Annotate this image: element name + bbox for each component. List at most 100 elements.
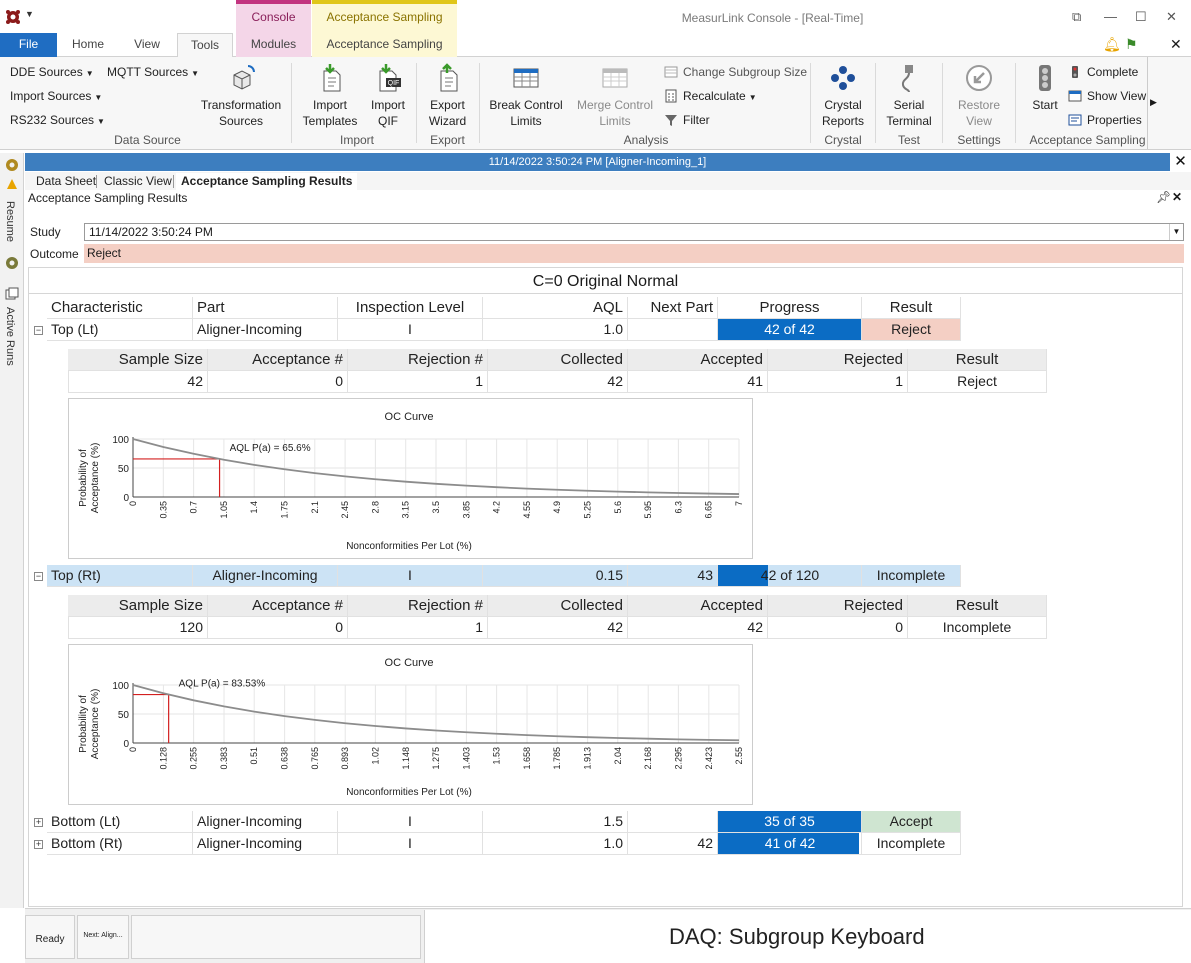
serial-terminal-button[interactable]: Serial Terminal xyxy=(880,63,938,129)
ribbon: DDE Sources ▼ MQTT Sources ▼ Import Source… xyxy=(0,57,1191,150)
close-button[interactable]: ✕ xyxy=(1166,9,1177,24)
import-qif-label-2: QIF xyxy=(378,114,398,128)
row-characteristic-top-lt[interactable]: Top (Lt) xyxy=(47,319,193,341)
tab-home[interactable]: Home xyxy=(71,37,104,51)
crystal-reports-button[interactable]: Crystal Reports xyxy=(816,63,870,129)
row-level[interactable]: I xyxy=(338,319,483,341)
tab-tools[interactable]: Tools xyxy=(177,33,233,58)
merge-control-limits-button[interactable]: Merge Control Limits xyxy=(572,63,658,129)
mqtt-sources-button[interactable]: MQTT Sources ▼ xyxy=(107,65,199,79)
header-next-part[interactable]: Next Part xyxy=(628,297,718,319)
restore-view-button[interactable]: Restore View xyxy=(948,63,1010,129)
document-close-icon[interactable]: ✕ xyxy=(1174,153,1187,170)
ribbon-close-icon[interactable]: ✕ xyxy=(1170,36,1182,52)
row-progress-bar[interactable]: 35 of 35 xyxy=(718,811,862,833)
row-characteristic-bottom-lt[interactable]: Bottom (Lt) xyxy=(47,811,193,833)
app-gear-icon[interactable] xyxy=(5,9,21,25)
panel-close-icon[interactable]: ✕ xyxy=(1172,190,1183,204)
tab-view[interactable]: View xyxy=(134,37,160,51)
dropdown-caret-icon: ▼ xyxy=(97,117,105,126)
row-result-badge[interactable]: Incomplete xyxy=(862,565,961,587)
rs232-sources-button[interactable]: RS232 Sources ▼ xyxy=(10,113,105,127)
import-qif-icon: QIF xyxy=(379,64,401,92)
row-result-badge[interactable]: Incomplete xyxy=(862,833,961,855)
active-runs-icon[interactable] xyxy=(5,287,19,301)
row-aql[interactable]: 1.5 xyxy=(483,811,628,833)
row-progress-bar[interactable]: 42 of 120 xyxy=(718,565,862,587)
row-characteristic-top-rt[interactable]: Top (Rt) xyxy=(47,565,193,587)
row-part[interactable]: Aligner-Incoming xyxy=(193,811,338,833)
x-tick-label: 0.638 xyxy=(280,747,290,770)
header-characteristic[interactable]: Characteristic xyxy=(47,297,193,319)
row-part[interactable]: Aligner-Incoming xyxy=(193,833,338,855)
minimize-button[interactable]: — xyxy=(1104,9,1117,24)
ribbon-scroll-right-icon[interactable]: ▶ xyxy=(1147,57,1159,149)
header-result[interactable]: Result xyxy=(862,297,961,319)
complete-button[interactable]: Complete xyxy=(1068,65,1138,79)
row-result-badge[interactable]: Accept xyxy=(862,811,961,833)
quick-access-dropdown-icon[interactable]: ▼ xyxy=(25,9,34,19)
resume-tab[interactable]: Resume xyxy=(4,201,16,242)
restore-view-icon xyxy=(966,65,992,91)
import-sources-button[interactable]: Import Sources ▼ xyxy=(10,89,102,103)
resume-icon[interactable] xyxy=(5,177,19,191)
dde-sources-button[interactable]: DDE Sources ▼ xyxy=(10,65,94,79)
collapse-toggle-top-lt[interactable]: − xyxy=(34,325,43,335)
study-select[interactable]: 11/14/2022 3:50:24 PM ▼ xyxy=(84,223,1184,241)
active-runs-tab[interactable]: Active Runs xyxy=(4,307,16,366)
start-button[interactable]: Start xyxy=(1025,63,1065,113)
row-level[interactable]: I xyxy=(338,833,483,855)
row-level[interactable]: I xyxy=(338,811,483,833)
row-characteristic-bottom-rt[interactable]: Bottom (Rt) xyxy=(47,833,193,855)
tab-file[interactable]: File xyxy=(0,33,57,57)
flag-icon[interactable]: ⚑ xyxy=(1125,36,1138,52)
chevron-down-icon[interactable]: ▼ xyxy=(1169,224,1183,240)
row-next-part[interactable]: 43 xyxy=(628,565,718,587)
maximize-button[interactable]: ☐ xyxy=(1135,9,1147,24)
collapse-toggle-top-rt[interactable]: − xyxy=(34,571,43,581)
gear-icon[interactable] xyxy=(4,157,20,173)
tab-modules[interactable]: Modules xyxy=(236,33,311,57)
bell-icon[interactable]: 🔔︎ xyxy=(1103,36,1121,52)
dropdown-caret-icon: ▼ xyxy=(191,69,200,78)
row-result-badge[interactable]: Reject xyxy=(862,319,961,341)
row-part[interactable]: Aligner-Incoming xyxy=(193,565,338,587)
row-progress-bar[interactable]: 42 of 42 xyxy=(718,319,862,341)
expand-toggle-bottom-rt[interactable]: + xyxy=(34,839,43,849)
restore-ribbon-icon[interactable]: ⧉ xyxy=(1072,9,1082,24)
gear-icon[interactable] xyxy=(4,255,20,271)
recalculate-label: Recalculate xyxy=(683,89,746,103)
row-level[interactable]: I xyxy=(338,565,483,587)
import-qif-button[interactable]: QIF Import QIF xyxy=(362,63,414,129)
export-wizard-button[interactable]: Export Wizard xyxy=(420,63,475,129)
expand-toggle-bottom-lt[interactable]: + xyxy=(34,817,43,827)
filter-button[interactable]: Filter xyxy=(664,113,710,127)
transformation-sources-button[interactable]: Transformation Sources xyxy=(196,63,286,129)
recalculate-button[interactable]: Recalculate ▼ xyxy=(664,89,757,103)
change-subgroup-size-button[interactable]: Change Subgroup Size xyxy=(664,65,807,79)
properties-button[interactable]: Properties xyxy=(1068,113,1142,127)
tab-classic-view[interactable]: Classic View xyxy=(104,174,172,188)
row-next-part[interactable] xyxy=(628,319,718,341)
header-part[interactable]: Part xyxy=(193,297,338,319)
row-aql[interactable]: 1.0 xyxy=(483,319,628,341)
row-next-part[interactable]: 42 xyxy=(628,833,718,855)
row-aql[interactable]: 1.0 xyxy=(483,833,628,855)
header-inspection-level[interactable]: Inspection Level xyxy=(338,297,483,319)
tab-data-sheet[interactable]: Data Sheet xyxy=(36,174,97,188)
x-tick-label: 2.8 xyxy=(370,501,380,514)
pin-icon[interactable]: 📌︎ xyxy=(1156,190,1172,204)
detail-header-accepted: Accepted xyxy=(628,595,768,617)
import-templates-button[interactable]: Import Templates xyxy=(300,63,360,129)
header-aql[interactable]: AQL xyxy=(483,297,628,319)
break-control-limits-button[interactable]: Break Control Limits xyxy=(486,63,566,129)
row-next-part[interactable] xyxy=(628,811,718,833)
tab-acceptance-sampling[interactable]: Acceptance Sampling xyxy=(312,33,457,57)
row-progress-bar[interactable]: 41 of 42 xyxy=(718,833,862,855)
row-part[interactable]: Aligner-Incoming xyxy=(193,319,338,341)
row-aql[interactable]: 0.15 xyxy=(483,565,628,587)
show-view-button[interactable]: Show View xyxy=(1068,89,1146,103)
header-progress[interactable]: Progress xyxy=(718,297,862,319)
window-title: MeasurLink Console - [Real-Time] xyxy=(681,11,864,25)
tab-acceptance-sampling-results[interactable]: Acceptance Sampling Results xyxy=(176,173,358,190)
